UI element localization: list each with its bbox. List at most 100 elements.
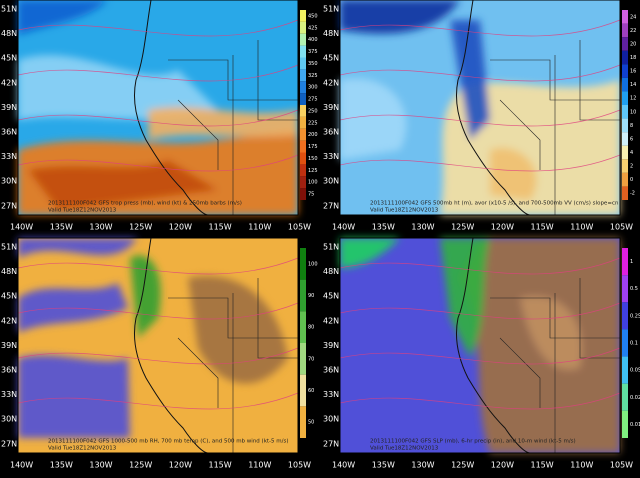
valid-time: Valid Tue18Z12NOV2013 — [370, 208, 439, 214]
colorbar-swatch — [622, 356, 628, 384]
state-border — [490, 59, 620, 101]
longitude-label: 125W — [451, 461, 474, 470]
latitude-label: 33N — [323, 152, 339, 161]
longitude-label: 135W — [372, 461, 395, 470]
colorbar-label: 22 — [630, 28, 636, 34]
colorbar-label: 275 — [308, 97, 318, 103]
latitude-label: 27N — [323, 201, 339, 210]
contour — [17, 257, 299, 275]
longitude-label: 130W — [411, 461, 434, 470]
colorbar-label: 0.5 — [630, 286, 638, 292]
longitude-label: 110W — [248, 223, 271, 232]
colorbar-swatch — [300, 128, 306, 141]
colorbar-label: 200 — [308, 132, 318, 138]
longitude-label: 130W — [89, 223, 112, 232]
colorbar-label: 375 — [308, 49, 318, 55]
field-region — [520, 296, 582, 370]
state-border — [499, 99, 541, 170]
colorbar-label: 60 — [308, 388, 314, 394]
state-border — [168, 297, 298, 339]
longitude-label: 140W — [332, 223, 355, 232]
colorbar-swatch — [622, 159, 628, 173]
state-border — [257, 278, 298, 359]
state-border — [579, 278, 620, 359]
contour — [339, 109, 621, 127]
field-region — [18, 355, 130, 438]
colorbar-label: 450 — [308, 13, 318, 19]
map-panel: 100 90 80 70 60 50 2013111100F042 GFS 1000-500… — [17, 237, 318, 454]
colorbar-label: 0.25 — [630, 313, 640, 319]
latitude-label: 51N — [323, 243, 339, 252]
colorbar-swatch — [622, 37, 628, 51]
map-panel: 1 0.5 0.25 0.1 0.05 0.02 0.01 2013111100F042 GF… — [339, 237, 640, 454]
latitude-label: 27N — [323, 439, 339, 448]
colorbar-swatch — [300, 152, 306, 165]
coastline — [455, 0, 531, 216]
colorbar-label: 0.1 — [630, 341, 638, 347]
colorbar-label: 150 — [308, 156, 318, 162]
latitude-label: 42N — [1, 316, 17, 325]
field-region — [18, 55, 218, 121]
latitude-label: 42N — [323, 78, 339, 87]
longitude-label: 140W — [10, 461, 33, 470]
longitude-label: 130W — [89, 461, 112, 470]
colorbar-label: 50 — [308, 420, 314, 426]
colorbar-label: 100 — [308, 180, 318, 186]
coastline — [133, 237, 209, 454]
latitude-label: 39N — [323, 103, 339, 112]
contour — [17, 64, 299, 82]
state-border — [168, 59, 298, 101]
colorbar-swatch — [300, 406, 306, 438]
colorbar-swatch — [300, 140, 306, 153]
longitude-label: 110W — [570, 461, 593, 470]
contour — [339, 19, 621, 37]
colorbar-swatch — [300, 45, 306, 58]
longitude-label: 135W — [50, 223, 73, 232]
colorbar-swatch — [622, 275, 628, 303]
contour — [17, 302, 299, 320]
field-region — [18, 238, 138, 258]
colorbar-swatch — [622, 77, 628, 92]
longitude-label: 105W — [288, 223, 311, 232]
colorbar-label: 6 — [630, 136, 633, 142]
longitude-label: 105W — [288, 461, 311, 470]
colorbar-label: 12 — [630, 96, 636, 102]
latitude-label: 30N — [323, 177, 339, 186]
colorbar-swatch — [622, 23, 628, 38]
colorbar-swatch — [300, 279, 306, 312]
colorbar-swatch — [622, 105, 628, 119]
latitude-label: 51N — [1, 5, 17, 14]
panel-caption: 2013111100F042 GFS SLP (mb), 6-hr precip… — [370, 439, 576, 445]
panel-frame — [17, 0, 299, 216]
latitude-label: 51N — [323, 5, 339, 14]
colorbar-label: 325 — [308, 73, 318, 79]
map-panel: 450 425 400 375 350 325 300 275 250 225 200 175 150 1… — [17, 0, 318, 216]
latitude-label: 36N — [1, 366, 17, 375]
field-region — [340, 0, 460, 34]
colorbar-swatch — [622, 302, 628, 330]
longitude-label: 130W — [411, 223, 434, 232]
panel-caption: 2013111100F042 GFS trop press (mb), wind… — [48, 201, 242, 207]
colorbar-swatch — [622, 329, 628, 357]
contour — [339, 257, 621, 275]
colorbar-swatch — [300, 33, 306, 46]
longitude-label: 120W — [169, 223, 192, 232]
state-border — [257, 40, 298, 121]
longitude-label: 110W — [570, 223, 593, 232]
colorbar-swatch — [300, 81, 306, 94]
colorbar-label: 350 — [308, 61, 318, 67]
latitude-label: 30N — [1, 177, 17, 186]
valid-time: Valid Tue18Z12NOV2013 — [48, 446, 117, 452]
colorbar-swatch — [300, 10, 306, 22]
latitude-label: 30N — [1, 415, 17, 424]
panel-caption: 2013111100F042 GFS 500mb ht (m), avor (x… — [370, 201, 619, 207]
latitude-label: 36N — [1, 128, 17, 137]
longitude-label: 120W — [169, 461, 192, 470]
latitude-label: 45N — [1, 54, 17, 63]
colorbar-swatch — [622, 410, 628, 438]
latitude-label: 36N — [323, 128, 339, 137]
latitude-label: 30N — [323, 415, 339, 424]
colorbar-swatch — [300, 311, 306, 343]
colorbar-swatch — [622, 383, 628, 411]
